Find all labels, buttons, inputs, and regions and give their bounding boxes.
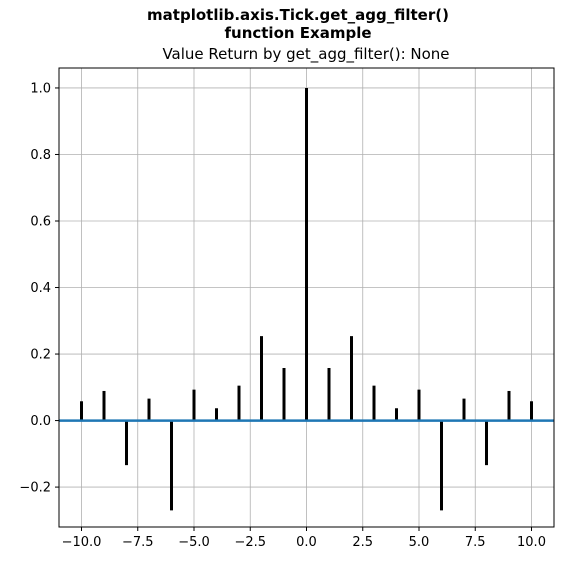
y-tick-label: 0.8 [30, 148, 51, 163]
axis-ticks: −10.0 −7.5 −5.0 −2.5 0.0 2.5 5.0 7.5 10.0 −0.2 0.0… [19, 81, 546, 550]
x-tick-label: 5.0 [409, 535, 430, 550]
y-tick-label: 0.2 [30, 348, 51, 363]
x-tick-label: −2.5 [234, 535, 266, 550]
x-tick-label: −7.5 [122, 535, 154, 550]
y-tick-label: 0.0 [30, 414, 51, 429]
axes-title: Value Return by get_agg_filter(): None [162, 45, 449, 64]
x-tick-label: 7.5 [465, 535, 486, 550]
figure-suptitle-line1: matplotlib.axis.Tick.get_agg_filter() [147, 6, 449, 24]
y-tick-label: 0.4 [30, 281, 51, 296]
x-tick-label: 2.5 [352, 535, 373, 550]
x-tick-label: 10.0 [517, 535, 546, 550]
x-tick-label: −10.0 [62, 535, 102, 550]
y-tick-label: 0.6 [30, 215, 51, 230]
stem-lines [80, 87, 533, 511]
y-tick-label: 1.0 [30, 81, 51, 96]
x-tick-label: −5.0 [178, 535, 210, 550]
y-tick-label: −0.2 [19, 481, 51, 496]
figure-suptitle-line2: function Example [224, 24, 371, 42]
x-tick-label: 0.0 [296, 535, 317, 550]
